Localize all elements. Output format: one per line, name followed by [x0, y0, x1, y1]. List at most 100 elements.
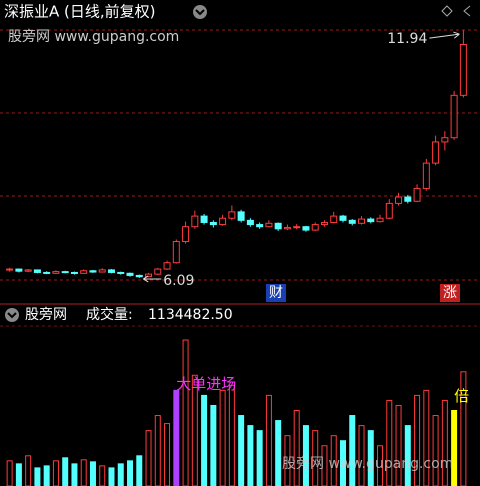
candle-body	[43, 271, 51, 274]
volume-bar	[228, 384, 235, 486]
volume-bar	[127, 460, 134, 486]
annotation: 倍	[454, 387, 469, 405]
candle-body	[274, 222, 282, 230]
candle-body	[256, 224, 264, 228]
candle-body	[182, 226, 190, 243]
candle-body	[172, 241, 180, 264]
volume-bar	[89, 461, 96, 486]
marker-cai: 财	[266, 284, 286, 302]
volume-bar	[451, 410, 458, 486]
candle-body	[330, 215, 338, 223]
candle-body	[422, 162, 430, 190]
candle-body	[320, 221, 328, 226]
candle-body	[302, 226, 310, 231]
volume-value: 1134482.50	[148, 307, 233, 323]
candle-body	[450, 94, 458, 139]
candle-body	[15, 268, 23, 272]
volume-bar	[441, 399, 448, 486]
candle-body	[89, 270, 97, 273]
candle-body	[404, 196, 412, 202]
volume-bar	[210, 404, 217, 486]
volume-bar	[62, 457, 69, 486]
candle-body	[6, 268, 14, 271]
volume-bar	[108, 467, 115, 486]
annotation: 大单进场	[176, 375, 236, 393]
candle-body	[145, 273, 153, 278]
candle-body	[191, 215, 199, 228]
candle-body	[376, 217, 384, 223]
volume-name: 成交量:	[86, 306, 133, 323]
candle-body	[209, 221, 217, 226]
candle-body	[24, 269, 32, 272]
dropdown-icon[interactable]	[193, 5, 207, 19]
dashed-lines	[0, 29, 480, 281]
marker-text: 财	[269, 285, 283, 301]
volume-bar	[321, 445, 328, 486]
candle-body	[395, 196, 403, 204]
volume-bar	[80, 459, 87, 486]
candle-body	[135, 274, 143, 278]
candle-body	[283, 227, 291, 230]
volume-bar	[395, 404, 402, 486]
candle-body	[228, 211, 236, 219]
candle-body	[339, 215, 347, 221]
watermark: 股旁网 www.gupang.com	[282, 455, 453, 472]
low-label: 6.09	[163, 273, 194, 289]
candle-body	[358, 218, 366, 224]
volume-bar	[238, 415, 245, 486]
candle-body	[80, 270, 88, 274]
volume-bar	[71, 463, 78, 486]
volume-bar	[293, 410, 300, 486]
volume-bar	[117, 463, 124, 486]
candle-body	[385, 202, 393, 219]
volume-bar	[265, 394, 272, 486]
volume-bar	[386, 399, 393, 486]
candle-body	[200, 215, 208, 223]
volume-bar	[414, 394, 421, 486]
volume-bar	[25, 455, 32, 486]
volume-bar	[43, 465, 50, 486]
candle-body	[311, 224, 319, 231]
candle-body	[33, 269, 41, 273]
candle-body	[432, 141, 440, 164]
volume-bar	[358, 425, 365, 486]
volume-bar	[15, 463, 22, 486]
marker-text: 涨	[443, 285, 457, 301]
high-label: 11.94	[387, 31, 427, 47]
volume-bar	[219, 389, 226, 486]
volume-bar	[256, 430, 263, 486]
candle-body	[237, 211, 245, 221]
candle-body	[246, 219, 254, 226]
volume-bar	[275, 420, 282, 486]
high-arrow	[429, 31, 460, 39]
window-icons[interactable]	[441, 5, 471, 17]
volume-bar	[136, 455, 143, 486]
candle-body	[219, 217, 227, 226]
candle-body	[52, 271, 60, 274]
volume-bar	[182, 339, 189, 486]
candle-body	[265, 222, 273, 228]
marker-zhang: 涨	[440, 284, 460, 302]
volume-bar	[99, 465, 106, 486]
candle-body	[98, 269, 106, 273]
candle-body	[293, 226, 301, 229]
volume-bar	[302, 425, 309, 486]
volume-bar	[6, 460, 13, 486]
volume-bar	[349, 415, 356, 486]
candle-body	[154, 268, 162, 275]
candle-body	[348, 219, 356, 224]
volume-bar	[164, 423, 171, 486]
low-arrow	[143, 275, 162, 283]
candle-body	[441, 137, 449, 143]
volume-bar	[173, 389, 180, 486]
dropdown-icon[interactable]	[5, 308, 19, 322]
chart-title: 深振业A (日线,前复权)	[4, 3, 156, 21]
candle-body	[107, 269, 115, 273]
candle-body	[70, 271, 78, 274]
candle-body	[367, 218, 375, 223]
candle-body	[126, 272, 134, 276]
volume-bar	[339, 440, 346, 486]
volume-bar	[247, 425, 254, 486]
